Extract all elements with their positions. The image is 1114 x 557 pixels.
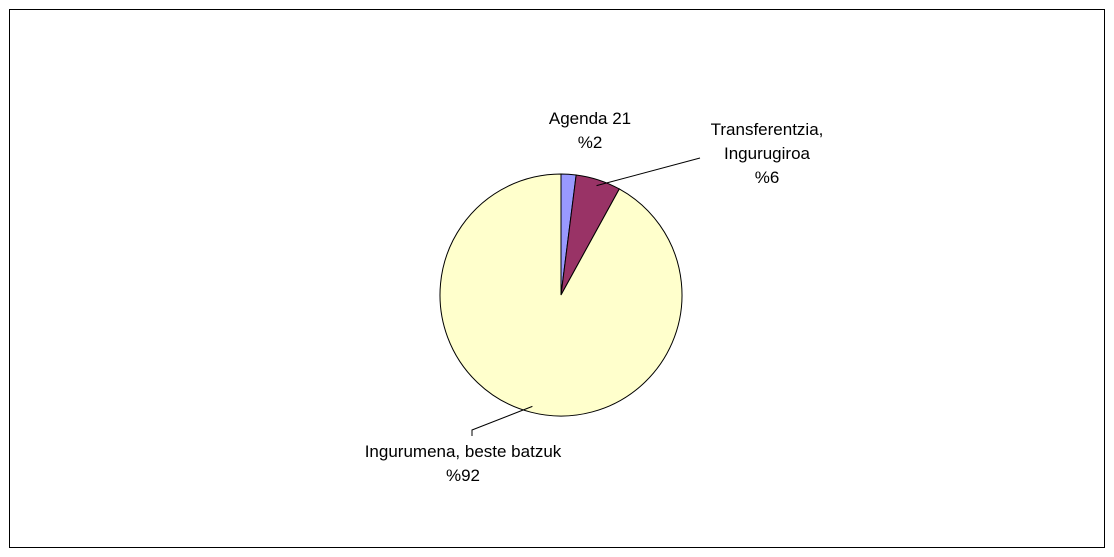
slice-label: Agenda 21 %2 <box>520 107 660 155</box>
leader-line <box>596 157 701 187</box>
slice-name: Transferentzia, Ingurugiroa <box>710 120 824 163</box>
slice-value: %92 <box>445 466 481 485</box>
slice-label: Transferentzia, Ingurugiroa %6 <box>677 118 857 190</box>
leader-line <box>471 405 533 436</box>
slice-name: Agenda 21 <box>548 109 632 128</box>
slice-label: Ingurumena, beste batzuk %92 <box>353 440 573 488</box>
slice-name: Ingurumena, beste batzuk <box>364 442 562 461</box>
slice-value: %6 <box>754 168 780 187</box>
pie-slice <box>439 173 683 417</box>
slice-value: %2 <box>577 133 603 152</box>
